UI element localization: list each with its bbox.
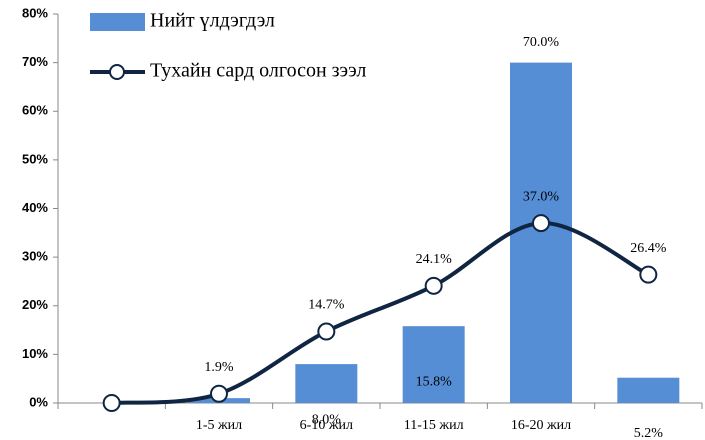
bar [295, 364, 358, 403]
y-tick-label: 10% [22, 346, 48, 361]
y-tick-label: 0% [29, 394, 48, 409]
bar-label: 8.0% [312, 412, 342, 427]
line-label: 1.9% [204, 360, 234, 375]
line-marker [317, 322, 336, 341]
line-marker [102, 394, 121, 412]
y-tick-label: 80% [22, 5, 48, 20]
bar [510, 62, 572, 403]
x-tick-label: 11-15 жил [404, 418, 464, 433]
y-tick-label: 20% [22, 297, 48, 312]
legend-label: Тухайн сард олгосон зээл [150, 60, 366, 82]
bar-label: 5.2% [634, 426, 664, 440]
legend-label: Нийт үлдэгдэл [150, 10, 275, 32]
legend-swatch [90, 13, 145, 31]
y-tick-label: 70% [22, 54, 48, 69]
legend-marker [109, 64, 125, 80]
line-marker [532, 214, 550, 233]
line-marker [424, 276, 443, 295]
bar-label: 70.0% [523, 35, 560, 50]
x-tick-label: 1-5 жил [196, 418, 242, 433]
x-tick-label: 6-10 жил [300, 418, 353, 433]
line-label: 26.4% [630, 241, 667, 256]
bar [617, 377, 680, 403]
line-label: 24.1% [416, 252, 453, 267]
y-tick-label: 40% [22, 200, 48, 215]
y-tick-label: 30% [22, 249, 48, 264]
line-marker [210, 384, 228, 403]
line-marker [639, 265, 658, 284]
bar [402, 326, 465, 403]
line-label: 14.7% [308, 298, 345, 313]
y-tick-label: 60% [22, 103, 48, 118]
y-tick-label: 50% [22, 151, 48, 166]
x-tick-label: 16-20 жил [511, 418, 571, 433]
line-label: 37.0% [523, 189, 560, 204]
bar-label: 15.8% [416, 374, 453, 389]
